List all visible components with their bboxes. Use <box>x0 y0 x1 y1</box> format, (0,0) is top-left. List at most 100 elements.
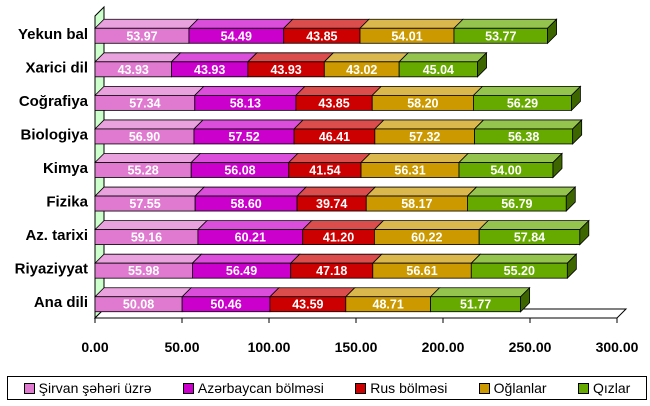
data-label: 43.93 <box>270 63 301 77</box>
data-label: 43.85 <box>318 96 349 110</box>
legend-item: Oğlanlar <box>478 380 547 396</box>
bar-top <box>289 253 383 264</box>
chart-legend: Şirvan şəhəri üzrə Azərbaycan bölməsi Rus … <box>7 376 647 400</box>
bar-top <box>429 287 531 298</box>
legend-label: Şirvan şəhəri üzrə <box>38 380 152 396</box>
bar-top <box>94 220 208 231</box>
bar-top <box>472 85 582 96</box>
data-label: 45.04 <box>423 63 454 77</box>
bar-top <box>196 220 313 231</box>
legend-swatch <box>478 382 490 394</box>
legend-item: Azərbaycan bölməsi <box>182 380 324 396</box>
bar-side <box>566 253 577 280</box>
bar-top <box>323 52 410 63</box>
data-label: 57.34 <box>129 96 160 110</box>
bar-top <box>453 18 558 29</box>
bar-top <box>193 119 305 130</box>
data-label: 56.38 <box>508 130 539 144</box>
category-label: Ana dili <box>34 294 88 311</box>
data-label: 58.13 <box>230 96 261 110</box>
data-label: 56.61 <box>406 264 437 278</box>
bar-top <box>473 119 583 130</box>
data-label: 43.85 <box>306 29 337 43</box>
bar-top <box>94 119 204 130</box>
bar-top <box>94 186 206 197</box>
data-label: 57.84 <box>514 231 545 245</box>
x-tick-label: 250.00 <box>509 339 552 355</box>
data-label: 56.49 <box>226 264 257 278</box>
bar-top <box>190 153 299 163</box>
data-label: 43.93 <box>118 63 149 77</box>
bar-top <box>181 287 280 298</box>
bar-top <box>287 153 372 163</box>
bar-top <box>301 220 385 231</box>
bar-top <box>470 253 578 264</box>
legend-item: Şirvan şəhəri üzrə <box>23 380 152 396</box>
data-label: 56.08 <box>224 164 255 178</box>
legend-label: Qızlar <box>592 380 631 396</box>
category-label: Az. tarixi <box>25 227 88 244</box>
bar-top <box>360 153 469 163</box>
legend-swatch <box>182 382 194 394</box>
bar-top <box>94 287 193 298</box>
legend-swatch <box>355 382 367 394</box>
bar-top <box>373 119 485 130</box>
data-label: 58.17 <box>401 197 432 211</box>
bar-top <box>94 52 182 63</box>
data-label: 60.22 <box>411 231 442 245</box>
stacked-bar-chart: 0.00 50.00 100.00 150.00 200.00 250.00 300.00 A… <box>15 5 639 355</box>
data-label: 56.79 <box>501 197 532 211</box>
data-label: 47.18 <box>316 264 347 278</box>
bar-top <box>193 85 306 96</box>
legend-swatch <box>23 382 35 394</box>
x-tick-label: 50.00 <box>164 339 199 355</box>
x-tick-label: 200.00 <box>422 339 465 355</box>
bar-side <box>477 51 487 78</box>
category-label: Biologiya <box>20 126 88 143</box>
data-label: 55.28 <box>127 164 158 178</box>
bar-top <box>94 153 202 163</box>
data-label: 55.98 <box>128 264 159 278</box>
bar-top <box>466 186 577 197</box>
data-label: 46.41 <box>319 130 350 144</box>
bar-top <box>94 253 203 264</box>
data-label: 41.54 <box>309 164 340 178</box>
data-label: 55.20 <box>504 264 535 278</box>
bar-top <box>94 85 205 96</box>
legend-label: Rus bölməsi <box>370 380 448 396</box>
x-tick-label: 0.00 <box>81 339 108 355</box>
bar-top <box>458 153 563 163</box>
category-label: Riyaziyyat <box>15 261 88 278</box>
bar-top <box>282 18 370 29</box>
data-label: 56.29 <box>507 96 538 110</box>
bar-side <box>547 18 557 45</box>
bar-side <box>579 219 590 246</box>
data-label: 50.46 <box>210 298 241 312</box>
bar-top <box>170 52 258 63</box>
category-label: Fizika <box>46 194 88 211</box>
data-label: 54.49 <box>221 29 252 43</box>
data-label: 53.97 <box>126 29 157 43</box>
bar-top <box>268 287 356 298</box>
data-label: 56.90 <box>129 130 160 144</box>
bar-top <box>344 287 441 298</box>
category-label: Coğrafiya <box>19 93 89 110</box>
data-label: 60.21 <box>235 231 266 245</box>
bar-top <box>94 18 199 29</box>
category-label: Yekun bal <box>18 26 88 43</box>
x-tick-label: 150.00 <box>335 339 378 355</box>
data-label: 56.31 <box>394 164 425 178</box>
data-label: 39.74 <box>316 197 347 211</box>
data-label: 43.02 <box>346 63 377 77</box>
data-label: 57.55 <box>129 197 160 211</box>
legend-label: Oğlanlar <box>493 380 547 396</box>
bar-top <box>398 52 488 63</box>
bar-side <box>565 186 576 213</box>
data-label: 58.60 <box>230 197 261 211</box>
legend-label: Azərbaycan bölməsi <box>197 380 324 396</box>
data-label: 54.00 <box>490 164 521 178</box>
legend-item: Qızlar <box>577 380 631 396</box>
data-label: 59.16 <box>131 231 162 245</box>
bar-top <box>478 220 590 231</box>
legend-item: Rus bölməsi <box>355 380 447 396</box>
